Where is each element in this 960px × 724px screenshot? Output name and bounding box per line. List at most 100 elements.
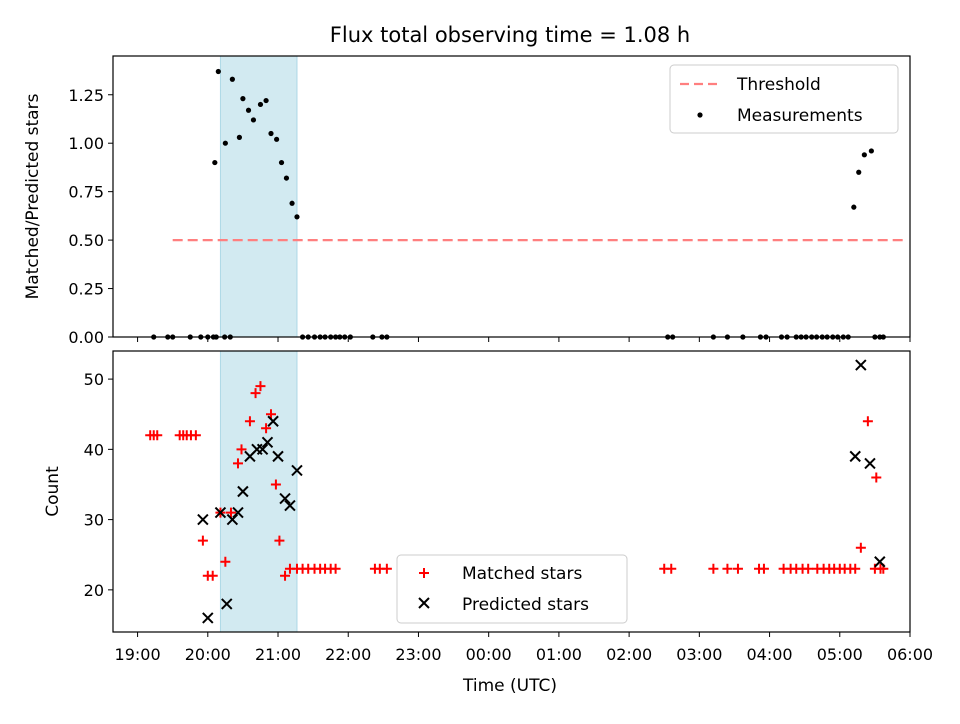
predicted-star-point: [864, 457, 876, 470]
measurement-point: [257, 101, 264, 108]
matched-star-point: [666, 563, 677, 574]
matched-star-point: [708, 563, 719, 574]
predicted-star-point: [291, 464, 303, 477]
x-tick-label: 20:00: [185, 645, 231, 664]
matched-star-point: [190, 430, 201, 441]
matched-star-point: [330, 563, 341, 574]
predicted-star-point: [261, 436, 274, 449]
predicted-star-point: [232, 506, 244, 519]
x-tick-label: 22:00: [325, 645, 371, 664]
legend-label: Measurements: [737, 106, 863, 126]
matched-star-point: [220, 556, 231, 567]
matched-star-point: [197, 535, 208, 546]
top-frame: [112, 55, 911, 338]
bottom-legend: Matched stars Predicted stars: [396, 554, 628, 624]
top-legend: Threshold Measurements: [669, 64, 899, 134]
predicted-star-point: [272, 450, 284, 463]
predicted-star-point: [279, 492, 291, 505]
matched-star-point: [280, 570, 291, 581]
y-tick-label: 0.75: [68, 183, 104, 202]
predicted-star-point: [237, 485, 249, 498]
matched-star-point: [265, 409, 276, 420]
measurement-point: [268, 130, 274, 137]
bottom-panel: 19:00 20:00 21:00 22:00 23:00 00:00 01:00 02:00…: [43, 350, 933, 664]
predicted-star-point: [256, 443, 269, 456]
predicted-star-point: [221, 598, 233, 610]
matched-star-point: [722, 563, 733, 574]
x-tick-label: 01:00: [536, 645, 582, 664]
matched-star-point: [871, 472, 882, 483]
matched-star-point: [207, 570, 218, 581]
y-tick-label: 0.25: [68, 280, 104, 299]
legend-box: [669, 64, 899, 134]
legend-box: [396, 554, 628, 624]
figure-title: Flux total observing time = 1.08 h: [330, 23, 690, 47]
measurement-point: [856, 169, 862, 175]
matched-star-point: [232, 458, 243, 469]
predicted-star-point: [267, 415, 279, 427]
measurement-point: [240, 96, 246, 102]
x-tick-label: 19:00: [115, 645, 161, 664]
matched-star-point: [261, 423, 272, 434]
measurement-point: [851, 204, 857, 210]
measurement-point: [263, 97, 269, 104]
matched-star-point: [244, 416, 255, 427]
y-tick-label: 50: [84, 370, 104, 389]
y-tick-label: 20: [84, 581, 104, 600]
legend-measurement-swatch: [697, 112, 703, 118]
x-tick-label: 02:00: [606, 645, 652, 664]
measurement-point: [236, 134, 242, 140]
predicted-star-point: [214, 506, 227, 519]
x-tick-label: 05:00: [817, 645, 863, 664]
matched-star-point: [850, 563, 861, 574]
matched-star-point: [758, 563, 769, 574]
matched-star-point: [255, 381, 266, 392]
measurement-point: [274, 136, 280, 142]
x-tick-label: 03:00: [676, 645, 722, 664]
measurement-point: [294, 214, 300, 220]
legend-label: Matched stars: [462, 564, 582, 584]
measurement-point: [289, 200, 295, 206]
matched-star-point: [270, 479, 281, 490]
matched-star-point: [250, 388, 261, 399]
shaded-region: [219, 55, 298, 338]
top-y-axis-label: Matched/Predicted stars: [23, 93, 43, 299]
measurement-point: [229, 76, 235, 82]
x-tick-label: 06:00: [887, 645, 933, 664]
legend-label: Threshold: [736, 75, 821, 95]
predicted-star-point: [855, 359, 867, 371]
measurement-point: [245, 107, 252, 113]
measurement-point: [278, 159, 285, 166]
legend-matched-swatch: [419, 568, 429, 578]
y-tick-label: 40: [84, 440, 104, 459]
matched-star-point: [855, 542, 866, 553]
matched-star-point: [862, 416, 873, 427]
y-tick-label: 0.00: [68, 328, 104, 347]
matched-star-point: [732, 563, 743, 574]
measurement-point: [222, 140, 228, 146]
matched-star-point: [381, 563, 392, 574]
bottom-frame: [112, 350, 911, 633]
measurement-point: [212, 159, 218, 166]
y-tick-label: 1.25: [68, 86, 104, 105]
legend-predicted-swatch: [418, 597, 430, 609]
measurement-point: [861, 152, 867, 158]
legend-label: Predicted stars: [462, 595, 589, 615]
x-tick-label: 21:00: [255, 645, 301, 664]
y-tick-label: 0.50: [68, 231, 104, 250]
y-tick-label: 1.00: [68, 134, 104, 153]
top-panel: 0.00 0.25 0.50 0.75 1.00 1.25 Matched/Predicte…: [23, 55, 911, 347]
matched-star-point: [236, 444, 247, 455]
matched-star-point: [225, 507, 236, 518]
predicted-star-point: [849, 450, 861, 463]
bottom-y-axis-label: Count: [43, 466, 63, 517]
x-tick-label: 23:00: [395, 645, 441, 664]
y-tick-label: 30: [84, 511, 104, 530]
measurement-point: [215, 68, 221, 75]
x-axis-label: Time (UTC): [462, 676, 557, 696]
predicted-star-point: [874, 556, 886, 568]
measurement-point: [250, 117, 257, 123]
predicted-star-point: [284, 499, 296, 512]
